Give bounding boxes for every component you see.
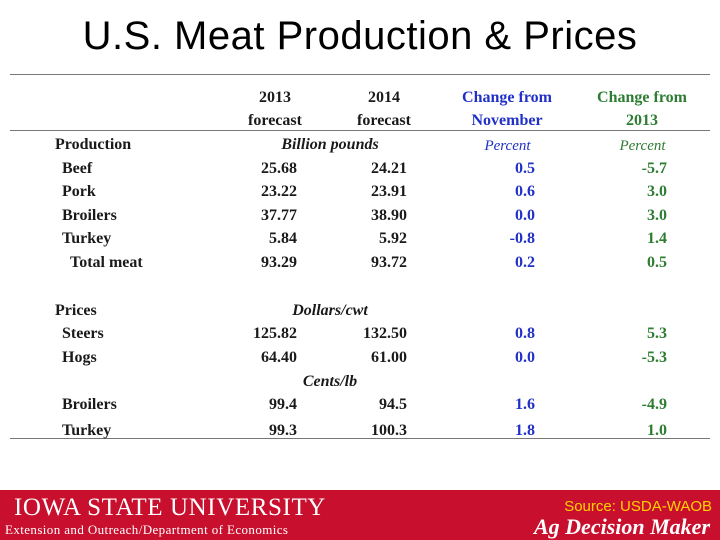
value-2014: 38.90 bbox=[371, 207, 407, 224]
prices-unit-cents: Cents/lb bbox=[302, 373, 358, 390]
header-change-nov-line1: Change from bbox=[462, 89, 552, 106]
table-top-rule bbox=[10, 74, 710, 75]
change-from-2013: 5.3 bbox=[647, 325, 667, 342]
value-2014: 132.50 bbox=[363, 325, 407, 342]
value-2013: 37.77 bbox=[261, 207, 297, 224]
row-label: Steers bbox=[62, 325, 104, 342]
row-label: Hogs bbox=[62, 349, 97, 366]
header-change-nov-line2: November bbox=[471, 112, 543, 129]
value-2013: 99.4 bbox=[269, 396, 297, 413]
header-change-2013-line2: 2013 bbox=[626, 112, 658, 129]
row-label: Turkey bbox=[62, 422, 112, 439]
production-percent-nov: Percent bbox=[484, 138, 531, 154]
header-2013-year: 2013 bbox=[259, 89, 291, 106]
value-2014: 24.21 bbox=[371, 160, 407, 177]
production-unit: Billion pounds bbox=[281, 136, 379, 153]
footer-bar: IOWA STATE UNIVERSITY Extension and Outr… bbox=[0, 490, 720, 540]
value-2014: 94.5 bbox=[379, 396, 407, 413]
section-prices-label: Prices bbox=[55, 302, 97, 319]
change-from-2013: -5.3 bbox=[641, 349, 667, 366]
value-2013: 125.82 bbox=[253, 325, 297, 342]
value-2014: 93.72 bbox=[371, 254, 407, 271]
change-from-2013: 1.4 bbox=[647, 230, 667, 247]
value-2014: 23.91 bbox=[371, 183, 407, 200]
change-from-2013: 3.0 bbox=[647, 207, 667, 224]
change-from-november: 0.5 bbox=[515, 160, 535, 177]
change-from-november: 1.8 bbox=[515, 422, 535, 439]
extension-text: Extension and Outreach/Department of Eco… bbox=[5, 522, 289, 537]
ag-decision-maker-logo: Ag Decision Maker bbox=[534, 514, 710, 539]
table-bottom-rule bbox=[10, 438, 710, 439]
header-2014-forecast: forecast bbox=[357, 112, 411, 129]
value-2013: 64.40 bbox=[261, 349, 297, 366]
header-2013-forecast: forecast bbox=[248, 112, 302, 129]
value-2013: 23.22 bbox=[261, 183, 297, 200]
university-logo-text: IOWA STATE UNIVERSITY bbox=[14, 494, 326, 521]
change-from-november: 0.0 bbox=[515, 207, 535, 224]
section-production-label: Production bbox=[55, 136, 132, 153]
row-label: Pork bbox=[62, 183, 96, 200]
header-change-2013-line1: Change from bbox=[597, 89, 687, 106]
header-rule bbox=[10, 130, 710, 131]
row-label: Beef bbox=[62, 160, 93, 177]
value-2014: 5.92 bbox=[379, 230, 407, 247]
change-from-2013: 0.5 bbox=[647, 254, 667, 271]
value-2013: 99.3 bbox=[269, 422, 297, 439]
value-2013: 5.84 bbox=[269, 230, 297, 247]
change-from-2013: 1.0 bbox=[647, 422, 667, 439]
change-from-november: 0.2 bbox=[515, 254, 535, 271]
value-2014: 100.3 bbox=[371, 422, 407, 439]
production-percent-2013: Percent bbox=[619, 138, 666, 154]
source-text: Source: USDA-WAOB bbox=[564, 498, 712, 515]
change-from-november: -0.8 bbox=[509, 230, 535, 247]
row-label: Broilers bbox=[62, 396, 117, 413]
header-2014-year: 2014 bbox=[368, 89, 400, 106]
prices-unit-dollars: Dollars/cwt bbox=[292, 302, 368, 319]
row-label: Broilers bbox=[62, 207, 117, 224]
row-label: Turkey bbox=[62, 230, 112, 247]
change-from-november: 1.6 bbox=[515, 396, 535, 413]
change-from-2013: -4.9 bbox=[641, 396, 667, 413]
change-from-november: 0.8 bbox=[515, 325, 535, 342]
value-2014: 61.00 bbox=[371, 349, 407, 366]
value-2013: 25.68 bbox=[261, 160, 297, 177]
change-from-2013: -5.7 bbox=[641, 160, 667, 177]
value-2013: 93.29 bbox=[261, 254, 297, 271]
change-from-november: 0.0 bbox=[515, 349, 535, 366]
change-from-2013: 3.0 bbox=[647, 183, 667, 200]
row-label: Total meat bbox=[70, 254, 143, 271]
page-title: U.S. Meat Production & Prices bbox=[82, 14, 638, 58]
change-from-november: 0.6 bbox=[515, 183, 535, 200]
